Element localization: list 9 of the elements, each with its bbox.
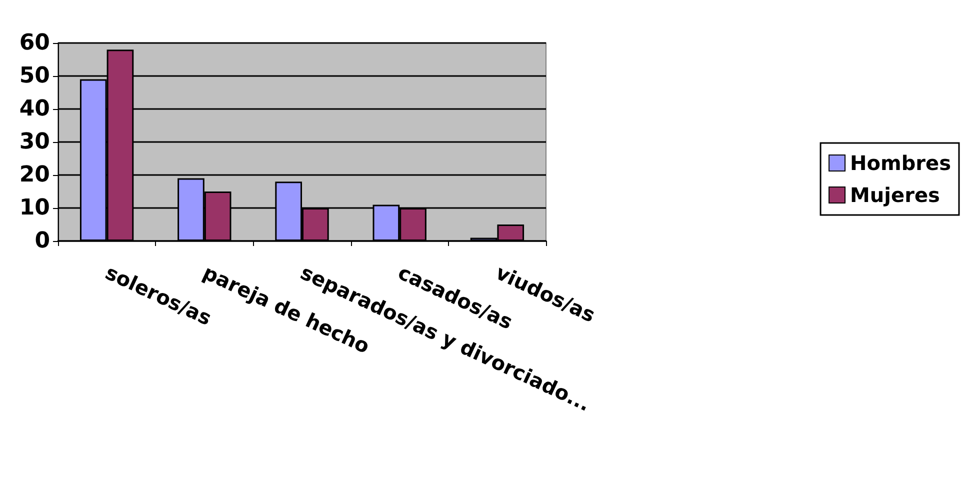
y-tick-label: 30 xyxy=(19,130,50,154)
y-tick-label: 10 xyxy=(19,196,50,220)
legend-label: Mujeres xyxy=(850,183,940,207)
y-tick-label: 60 xyxy=(19,30,50,56)
legend-label: Hombres xyxy=(850,151,951,175)
y-tick-label: 40 xyxy=(19,96,50,122)
y-tick-label: 20 xyxy=(19,162,50,188)
y-tick-label: 50 xyxy=(19,64,50,88)
y-tick-label: 0 xyxy=(34,228,50,254)
